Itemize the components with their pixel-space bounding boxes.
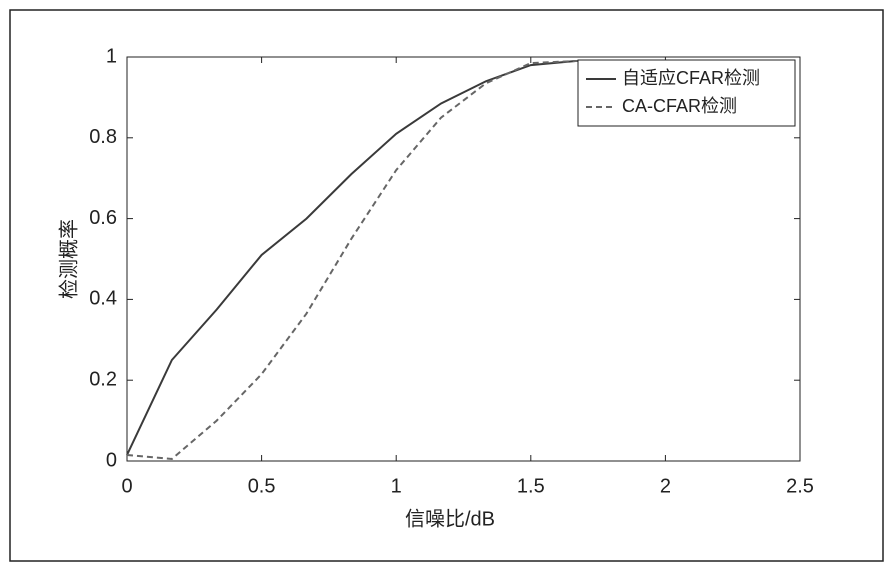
x-tick-label: 1.5 xyxy=(517,475,545,497)
x-tick-label: 0 xyxy=(121,475,132,497)
x-tick-label: 2.5 xyxy=(786,475,814,497)
legend: 自适应CFAR检测 CA-CFAR检测 xyxy=(577,59,796,127)
legend-box xyxy=(577,59,796,127)
x-tick-label: 0.5 xyxy=(248,475,276,497)
y-axis-label: 检测概率 xyxy=(57,219,80,299)
y-tick-label: 1 xyxy=(106,45,117,67)
y-tick-label: 0.8 xyxy=(89,126,117,148)
x-tick-label: 1 xyxy=(391,475,402,497)
frame xyxy=(9,9,884,562)
x-tick-label: 2 xyxy=(660,475,671,497)
line xyxy=(126,60,756,461)
y-tick-label: 0.6 xyxy=(89,207,117,229)
y-tick-label: 0 xyxy=(106,449,117,471)
x-axis-label: 信噪比/dB xyxy=(405,507,495,530)
y-tick-label: 0.4 xyxy=(89,288,117,310)
y-tick-label: 0.2 xyxy=(89,368,117,390)
legend-label: CA-CFAR检测 xyxy=(622,96,737,116)
legend-label: 自适应CFAR检测 xyxy=(622,68,760,88)
